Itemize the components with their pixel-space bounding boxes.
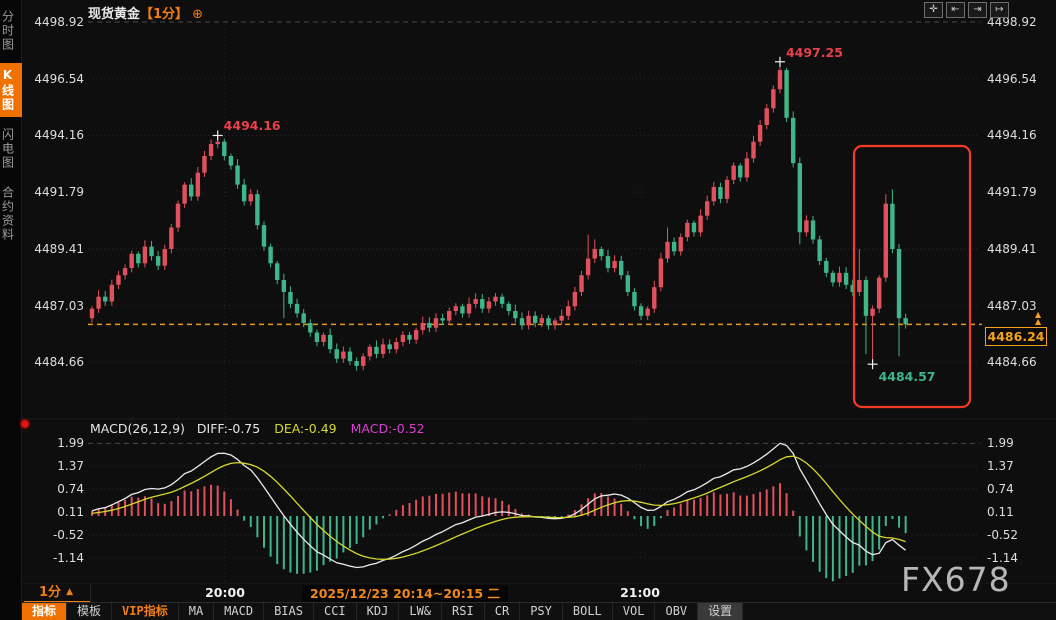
current-price-tag: 4486.24 — [985, 327, 1047, 346]
toolbar-item-obv[interactable]: OBV — [655, 603, 699, 620]
macd-axis-label-right: -0.52 — [987, 527, 1019, 542]
symbol-name: 现货黄金 — [88, 7, 141, 22]
toolbar-item-template[interactable]: 模板 — [67, 603, 113, 620]
price-extreme-annotation: 4484.57 — [878, 369, 936, 385]
toolbar-item-rsi[interactable]: RSI — [442, 603, 485, 620]
macd-header: MACD(26,12,9) DIFF:-0.75 DEA:-0.49 MACD:… — [90, 421, 425, 436]
price-axis-label-left: 4489.41 — [34, 241, 84, 256]
timeframe-label: 【1分】 — [140, 7, 189, 22]
toolbar-item-kdj[interactable]: KDJ — [357, 603, 400, 620]
pan-left-icon[interactable]: ⇤ — [946, 2, 965, 18]
toolbar-item-vip-indicator[interactable]: VIP指标 — [112, 603, 179, 620]
macd-axis-label-left: -1.14 — [52, 550, 84, 565]
sidebar-item-kline-chart[interactable]: K线图 — [0, 63, 22, 117]
macd-diff-value: DIFF:-0.75 — [196, 421, 261, 436]
macd-macd-value: MACD:-0.52 — [350, 421, 425, 436]
pan-right-icon[interactable]: ⇥ — [968, 2, 987, 18]
goto-latest-icon[interactable]: ↦ — [990, 2, 1009, 18]
interval-label: 1分 — [39, 585, 62, 600]
toolbar-item-indicator[interactable]: 指标 — [22, 603, 68, 620]
add-indicator-icon[interactable]: ⊕ — [192, 7, 203, 22]
macd-title: MACD(26,12,9) — [90, 421, 185, 436]
macd-axis-label-left: 1.37 — [57, 458, 84, 473]
toolbar-item-cr[interactable]: CR — [485, 603, 521, 620]
price-up-arrows-icon: ▲ ▲ — [1035, 310, 1042, 326]
price-axis-label-right: 4489.41 — [987, 241, 1037, 256]
macd-axis-label-left: 0.11 — [57, 504, 84, 519]
price-axis-label-right: 4496.54 — [987, 71, 1037, 86]
macd-layer — [91, 442, 907, 582]
selected-range-label: 2025/12/23 20:14~20:15 二 — [302, 585, 508, 602]
left-sidebar: 分时图 K线图闪电图合约资料 — [0, 0, 22, 620]
macd-axis-label-left: 1.99 — [57, 436, 84, 451]
price-extreme-annotation: 4497.25 — [785, 44, 843, 60]
chart-nav-controls: ✛ ⇤ ⇥ ↦ — [924, 2, 1009, 18]
macd-axis-label-right: -1.14 — [987, 550, 1019, 565]
toolbar-item-macd[interactable]: MACD — [214, 603, 265, 620]
price-axis-label-left: 4484.66 — [34, 355, 84, 370]
toolbar-item-boll[interactable]: BOLL — [563, 603, 613, 620]
toolbar-item-settings[interactable]: 设置 — [698, 603, 744, 620]
price-axis-label-right: 4491.79 — [987, 185, 1037, 199]
time-tick-label: 20:00 — [205, 585, 245, 600]
alert-burst-icon: ✹ — [19, 417, 31, 433]
macd-axis-label-right: 0.11 — [987, 504, 1014, 519]
price-axis-label-left: 4491.79 — [34, 185, 84, 199]
price-axis-label-right: 4494.16 — [987, 128, 1037, 143]
candles-layer — [89, 61, 908, 371]
interval-selector[interactable]: 1分 ▲ — [22, 584, 91, 603]
pan-icon[interactable]: ✛ — [924, 2, 943, 18]
macd-axis-label-left: 0.74 — [57, 481, 84, 496]
toolbar-item-ma[interactable]: MA — [179, 603, 215, 620]
toolbar-item-bias[interactable]: BIAS — [264, 603, 314, 620]
time-axis: 1分 ▲ 20:00 2025/12/23 20:14~20:15 二 21:00 — [22, 583, 1056, 603]
price-axis-label-right: 4498.92 — [987, 14, 1037, 29]
toolbar-item-vol[interactable]: VOL — [613, 603, 656, 620]
price-axis-label-left: 4494.16 — [34, 128, 84, 143]
price-extreme-annotation: 4494.16 — [223, 118, 281, 134]
toolbar-item-cci[interactable]: CCI — [314, 603, 357, 620]
macd-dea-value: DEA:-0.49 — [274, 421, 337, 436]
macd-axis-label-right: 0.74 — [987, 481, 1014, 496]
indicator-toolbar: 指标 模板 VIP指标 MA MACD BIAS CCI KDJ LW& RSI CR PSY BOLL… — [22, 602, 1056, 620]
macd-axis-label-right: 1.99 — [987, 436, 1014, 451]
macd-axis-label-right: 1.37 — [987, 458, 1014, 473]
sidebar-item-flash-chart[interactable]: 闪电图 — [0, 128, 15, 170]
price-axis-label-right: 4484.66 — [987, 355, 1037, 370]
toolbar-item-lwr[interactable]: LW& — [399, 603, 443, 620]
price-axis-label-left: 4487.03 — [34, 298, 84, 313]
highlight-box — [852, 144, 972, 409]
time-tick-label: 21:00 — [620, 585, 660, 600]
macd-axis-label-left: -0.52 — [52, 527, 84, 542]
price-axis-label-left: 4496.54 — [34, 71, 84, 86]
fx678-watermark: FX678 — [901, 560, 1011, 599]
toolbar-item-psy[interactable]: PSY — [520, 603, 563, 620]
price-axis-label-left: 4498.92 — [34, 14, 84, 29]
interval-arrow-icon: ▲ — [66, 587, 73, 597]
sidebar-item-time-chart[interactable]: 分时图 — [0, 10, 15, 52]
sidebar-item-contract-info[interactable]: 合约资料 — [0, 186, 15, 242]
price-axis-label-right: 4487.03 — [987, 298, 1037, 313]
chart-title: 现货黄金【1分】 ⊕ — [88, 3, 203, 22]
